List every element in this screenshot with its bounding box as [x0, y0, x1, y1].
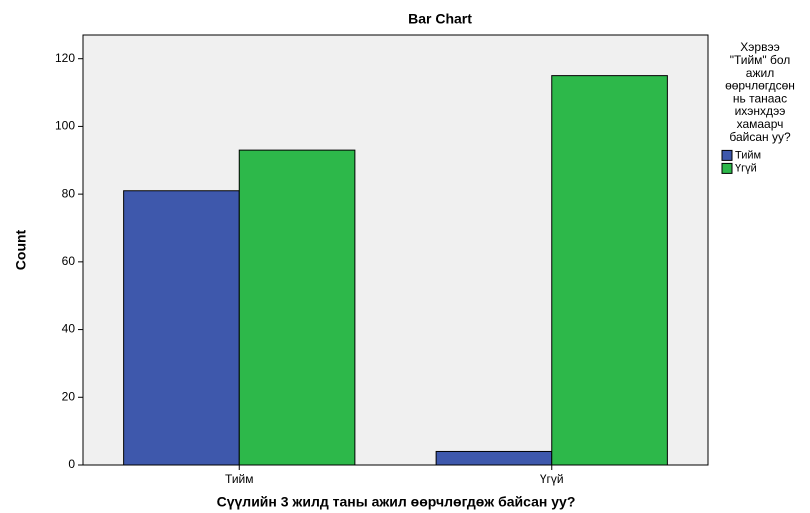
bar: [551, 75, 668, 466]
legend-title: нь танаас: [733, 91, 787, 105]
legend-title: ихэнхдээ: [735, 104, 786, 118]
y-tick-label: 40: [62, 322, 76, 336]
bar: [435, 450, 553, 466]
legend-title: "Тийм" бол: [730, 53, 791, 67]
x-axis-label: Сүүлийн 3 жилд таны ажил өөрчлөгдөж байс…: [217, 494, 576, 510]
y-tick-label: 20: [62, 389, 76, 403]
legend-label: Үгүй: [735, 162, 757, 174]
y-tick-label: 80: [62, 186, 76, 200]
y-tick-label: 120: [55, 51, 75, 65]
legend-title: байсан уу?: [729, 130, 791, 144]
y-axis-label: Count: [13, 229, 29, 270]
x-tick-label: Үгүй: [540, 472, 564, 486]
y-tick-label: 0: [68, 457, 75, 471]
legend-title: хамаарч: [737, 117, 784, 131]
y-tick-label: 100: [55, 119, 75, 133]
x-tick-label: Тийм: [225, 472, 253, 486]
bar: [123, 190, 240, 466]
legend-swatch: [721, 149, 733, 161]
legend-title: Хэрвээ: [740, 40, 779, 54]
legend-title: өөрчлөгдсөн: [725, 79, 795, 93]
legend-title: ажил: [746, 66, 774, 80]
legend-swatch: [721, 162, 733, 174]
bar: [238, 149, 356, 466]
legend-label: Тийм: [735, 149, 761, 161]
y-tick-label: 60: [62, 254, 76, 268]
chart-title: Bar Chart: [408, 11, 472, 27]
